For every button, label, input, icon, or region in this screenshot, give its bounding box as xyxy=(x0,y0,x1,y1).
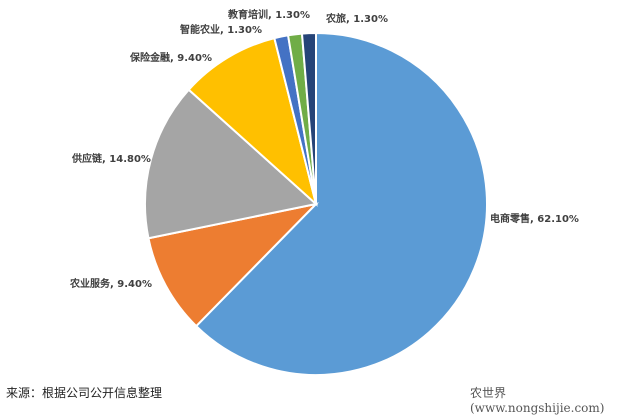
pie-slice-1 xyxy=(147,202,320,328)
slice-label-2: 供应链, 14.80% xyxy=(71,152,151,165)
pie-slice-6 xyxy=(300,31,317,205)
pie-slice-0 xyxy=(194,31,488,376)
slice-label-3: 保险金融, 9.40% xyxy=(129,51,212,64)
source-note: 来源：根据公司公开信息整理 xyxy=(6,386,163,400)
pie-slice-2 xyxy=(144,88,319,240)
slice-label-4: 智能农业, 1.30% xyxy=(180,23,262,36)
slice-label-1: 农业服务, 9.40% xyxy=(69,277,152,290)
slice-label-6: 农旅, 1.30% xyxy=(325,12,388,25)
slice-label-0: 电商零售, 62.10% xyxy=(490,212,579,225)
watermark: 农世界(www.nongshijie.com) xyxy=(470,386,605,415)
slice-label-5: 教育培训, 1.30% xyxy=(227,8,310,21)
